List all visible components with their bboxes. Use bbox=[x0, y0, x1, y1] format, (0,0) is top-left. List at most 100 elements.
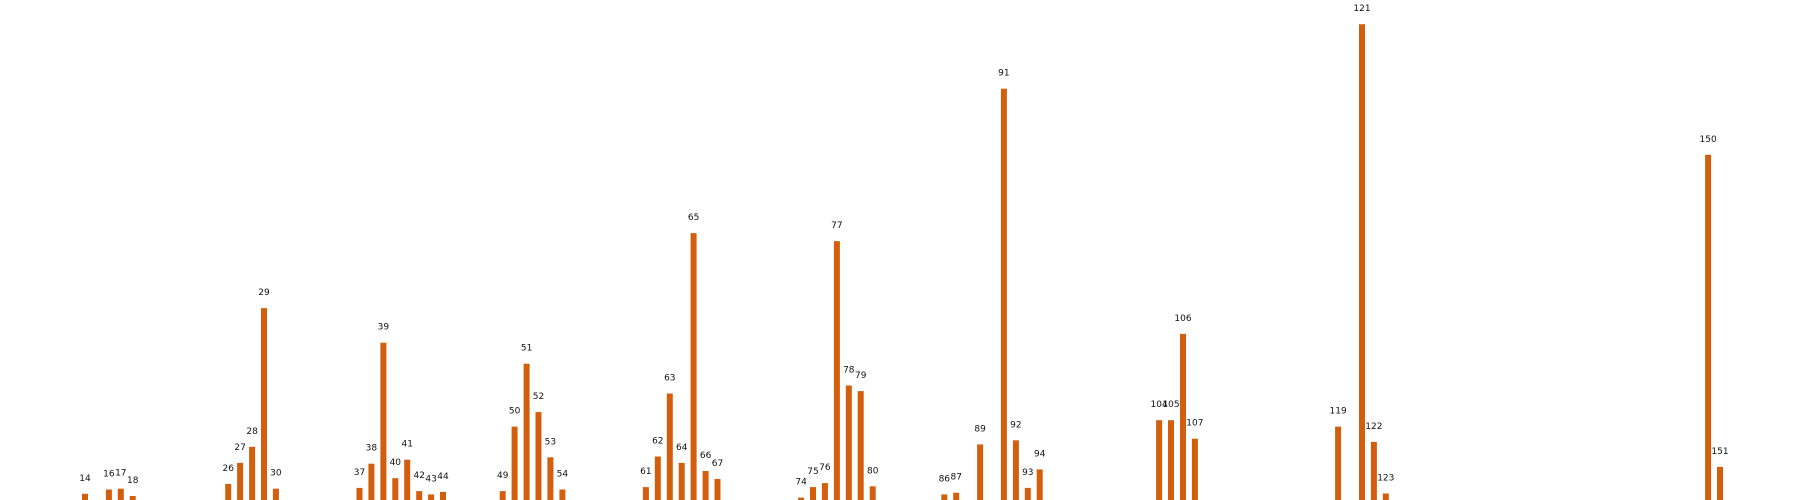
bar-label-93: 93 bbox=[1022, 468, 1033, 478]
bar-label-151: 151 bbox=[1711, 447, 1728, 457]
bar-67 bbox=[714, 479, 721, 500]
bar-label-67: 67 bbox=[712, 459, 723, 469]
bar-66 bbox=[702, 471, 709, 500]
bar-151 bbox=[1717, 466, 1723, 500]
bar-37 bbox=[356, 487, 363, 500]
bar-40 bbox=[392, 478, 399, 500]
bar-label-150: 150 bbox=[1700, 135, 1717, 145]
bar-30 bbox=[272, 488, 279, 500]
bar-62 bbox=[654, 456, 661, 500]
bar-52 bbox=[535, 412, 542, 500]
bar-75 bbox=[810, 487, 816, 500]
bar-43 bbox=[428, 494, 435, 500]
bar-50 bbox=[511, 426, 518, 500]
bar-94 bbox=[1036, 469, 1043, 500]
bar-label-62: 62 bbox=[652, 437, 663, 447]
bar-105 bbox=[1168, 420, 1174, 500]
bar-label-64: 64 bbox=[676, 443, 688, 453]
bar-label-77: 77 bbox=[831, 221, 842, 231]
bar-label-121: 121 bbox=[1353, 4, 1370, 14]
bar-label-26: 26 bbox=[222, 464, 234, 474]
bar-label-119: 119 bbox=[1330, 407, 1347, 417]
bar-53 bbox=[547, 457, 554, 500]
bar-label-40: 40 bbox=[390, 458, 402, 468]
bar-18 bbox=[129, 496, 136, 500]
bar-65 bbox=[690, 233, 697, 500]
bar-41 bbox=[404, 459, 411, 500]
bar-label-104: 104 bbox=[1151, 400, 1168, 410]
bar-label-38: 38 bbox=[366, 444, 378, 454]
bar-80 bbox=[869, 486, 876, 500]
bar-label-14: 14 bbox=[79, 474, 91, 484]
bar-78 bbox=[845, 385, 852, 500]
bar-14 bbox=[82, 493, 88, 500]
bar-label-44: 44 bbox=[437, 472, 449, 482]
bar-label-89: 89 bbox=[974, 424, 986, 434]
bar-label-107: 107 bbox=[1186, 419, 1203, 429]
bar-label-27: 27 bbox=[234, 443, 245, 453]
bar-label-75: 75 bbox=[807, 467, 818, 477]
bar-106 bbox=[1180, 333, 1186, 500]
bar-91 bbox=[1000, 88, 1007, 500]
bar-label-123: 123 bbox=[1377, 474, 1394, 484]
bar-74 bbox=[798, 497, 805, 500]
bar-61 bbox=[642, 487, 649, 500]
bar-54 bbox=[559, 489, 566, 500]
bar-label-74: 74 bbox=[795, 478, 807, 488]
bar-87 bbox=[953, 492, 960, 500]
bar-label-66: 66 bbox=[700, 451, 712, 461]
bar-label-43: 43 bbox=[425, 474, 436, 484]
bar-label-92: 92 bbox=[1010, 420, 1021, 430]
bar-label-122: 122 bbox=[1365, 422, 1382, 432]
bar-38 bbox=[368, 463, 375, 500]
bar-49 bbox=[499, 491, 506, 500]
bar-122 bbox=[1370, 441, 1377, 500]
bar-29 bbox=[261, 308, 267, 500]
bar-label-61: 61 bbox=[640, 467, 651, 477]
bar-label-41: 41 bbox=[401, 440, 412, 450]
bar-label-76: 76 bbox=[819, 463, 831, 473]
bar-26 bbox=[225, 483, 232, 500]
bar-label-106: 106 bbox=[1174, 314, 1191, 324]
bar-label-39: 39 bbox=[378, 323, 390, 333]
bar-label-87: 87 bbox=[950, 473, 961, 483]
bar-label-51: 51 bbox=[521, 344, 532, 354]
bar-label-18: 18 bbox=[127, 476, 139, 486]
bar-label-65: 65 bbox=[688, 213, 699, 223]
bar-119 bbox=[1335, 426, 1342, 500]
bar-label-16: 16 bbox=[103, 470, 115, 480]
bar-label-29: 29 bbox=[258, 288, 270, 298]
bar-39 bbox=[380, 342, 387, 500]
bar-76 bbox=[821, 483, 828, 500]
bar-label-78: 78 bbox=[843, 366, 855, 376]
bar-64 bbox=[678, 462, 685, 500]
bar-42 bbox=[416, 491, 423, 500]
bar-label-17: 17 bbox=[115, 469, 126, 479]
bar-label-91: 91 bbox=[998, 69, 1009, 79]
bar-107 bbox=[1191, 438, 1198, 500]
bar-label-80: 80 bbox=[867, 466, 879, 476]
bar-label-49: 49 bbox=[497, 471, 509, 481]
bar-label-105: 105 bbox=[1162, 400, 1179, 410]
bar-51 bbox=[523, 363, 530, 500]
bar-17 bbox=[117, 488, 124, 500]
bar-150 bbox=[1705, 154, 1712, 500]
bar-77 bbox=[833, 241, 840, 500]
bar-79 bbox=[857, 391, 864, 500]
bar-label-28: 28 bbox=[246, 427, 258, 437]
bar-93 bbox=[1024, 487, 1031, 500]
bar-89 bbox=[977, 444, 984, 500]
bar-44 bbox=[440, 491, 446, 500]
bar-label-79: 79 bbox=[855, 371, 867, 381]
bar-86 bbox=[941, 494, 948, 500]
bar-label-52: 52 bbox=[533, 392, 544, 402]
bar-label-53: 53 bbox=[545, 437, 556, 447]
bar-28 bbox=[249, 446, 256, 500]
bar-label-94: 94 bbox=[1034, 449, 1046, 459]
bar-label-63: 63 bbox=[664, 374, 675, 384]
bar-label-50: 50 bbox=[509, 407, 521, 417]
bar-label-42: 42 bbox=[413, 471, 424, 481]
bar-121 bbox=[1359, 24, 1365, 500]
